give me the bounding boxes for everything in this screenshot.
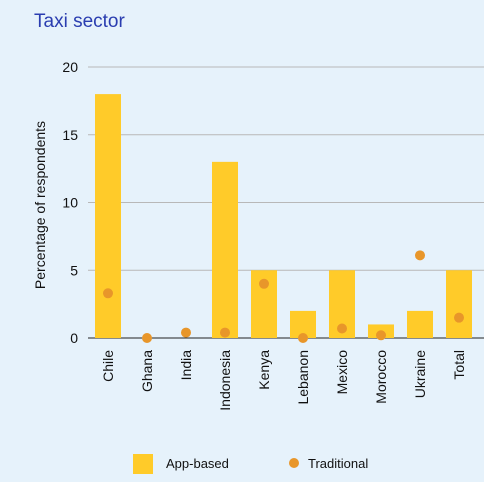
point-lebanon xyxy=(298,333,308,343)
x-tick-label-kenya: Kenya xyxy=(256,350,272,390)
x-tick-label-ghana: Ghana xyxy=(139,350,155,392)
y-tick-label: 5 xyxy=(70,262,78,278)
legend-label-traditional: Traditional xyxy=(308,456,368,471)
legend-label-app-based: App-based xyxy=(166,456,229,471)
y-tick-label: 15 xyxy=(62,127,78,143)
point-ukraine xyxy=(415,250,425,261)
chart-title: Taxi sector xyxy=(34,11,125,32)
x-tick-label-total: Total xyxy=(451,350,467,380)
x-tick-label-morocco: Morocco xyxy=(373,350,389,404)
point-chile xyxy=(103,288,113,299)
bar-ukraine xyxy=(407,310,433,338)
x-tick-label-lebanon: Lebanon xyxy=(295,350,311,405)
point-india xyxy=(181,327,191,338)
points xyxy=(103,250,464,343)
legend-swatch-app-based xyxy=(133,454,153,474)
x-tick-label-indonesia: Indonesia xyxy=(217,350,233,411)
y-axis-ticks: 0 5 10 15 20 xyxy=(62,59,78,346)
y-tick-label: 10 xyxy=(62,195,78,211)
point-indonesia xyxy=(220,327,230,338)
legend-marker-traditional xyxy=(289,458,299,468)
point-mexico xyxy=(337,323,347,334)
y-axis-label: Percentage of respondents xyxy=(32,121,48,289)
point-kenya xyxy=(259,278,269,289)
bar-indonesia xyxy=(212,161,238,338)
x-tick-label-chile: Chile xyxy=(100,350,116,382)
gridlines xyxy=(88,66,484,339)
point-ghana xyxy=(142,333,152,343)
y-tick-label: 0 xyxy=(70,330,78,346)
point-morocco xyxy=(376,330,386,341)
bars xyxy=(95,94,472,338)
bar-chile xyxy=(95,94,121,338)
x-axis-ticks: Chile Ghana India Indonesia Kenya Lebanon Mexi… xyxy=(100,350,467,411)
x-tick-label-india: India xyxy=(178,350,194,381)
point-total xyxy=(454,312,464,323)
bar-total xyxy=(446,270,472,338)
legend: App-based Traditional xyxy=(133,454,368,474)
x-tick-label-mexico: Mexico xyxy=(334,350,350,395)
y-tick-label: 20 xyxy=(62,59,78,75)
x-tick-label-ukraine: Ukraine xyxy=(412,350,428,398)
